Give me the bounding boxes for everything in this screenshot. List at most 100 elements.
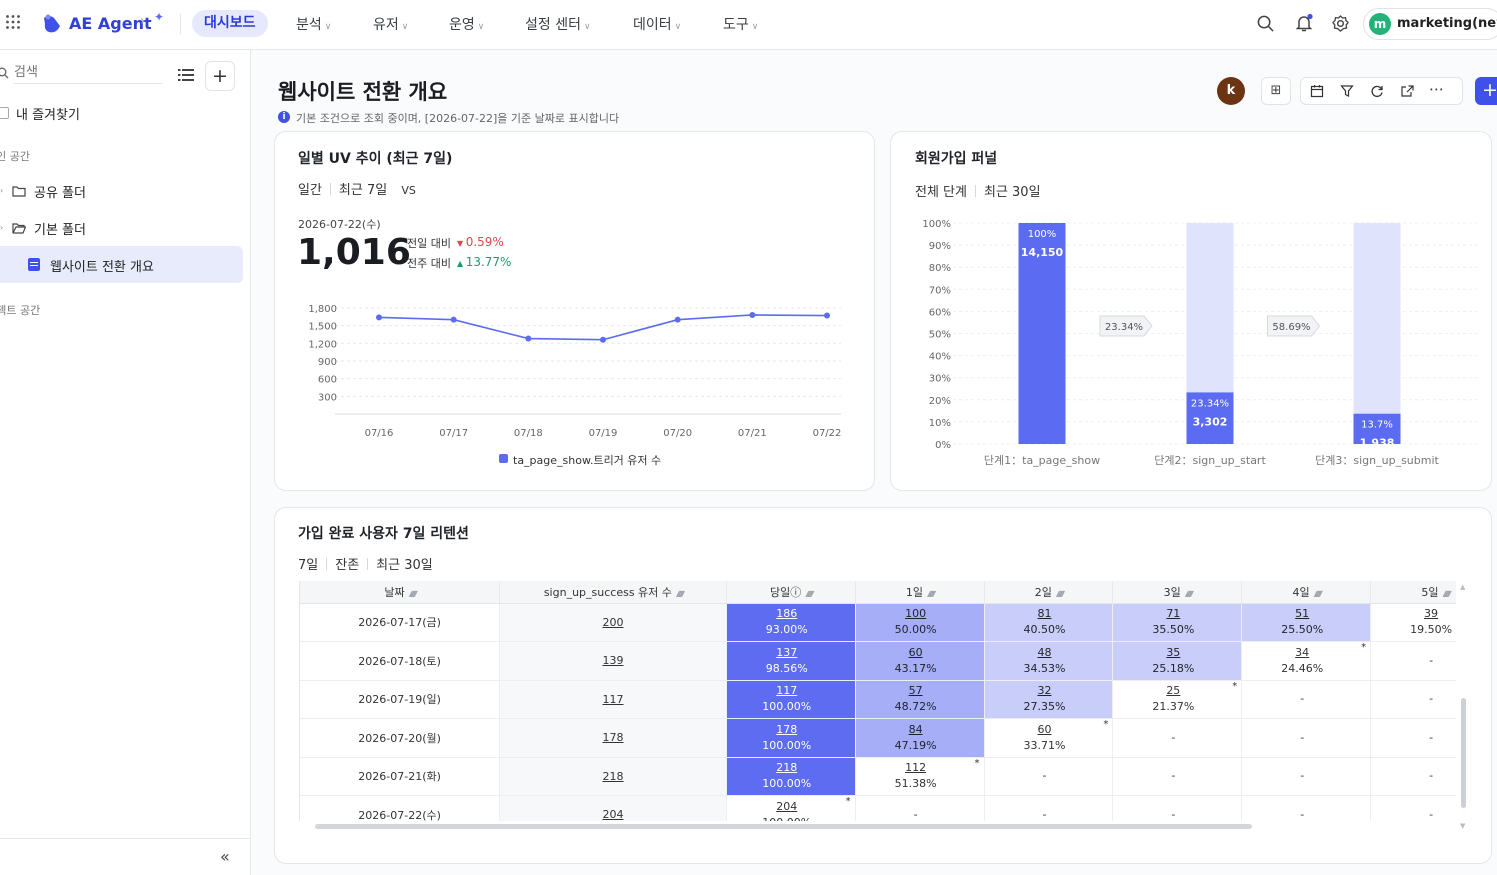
legend-label[interactable]: ta_page_show.트리거 유저 수 [513,454,662,467]
retention-table-viewport[interactable]: 날짜 ▲▼ sign_up_success 유저 수 ▲▼ 당일ⓘ ▲▼ 1일 ▲▼ 2일 ▲▼ 3… [299,581,1456,821]
brand-logo-icon[interactable] [40,12,64,36]
retention-cell[interactable]: 137 98.56% [726,641,856,681]
sort-icon[interactable]: ▲▼ [408,588,418,598]
nav-data[interactable]: 데이터 ∨ [633,13,681,37]
folder-shared[interactable]: 공유 폴더 [34,186,86,201]
scroll-down-icon[interactable]: ▼ [1460,822,1466,830]
retention-cell[interactable]: 57 48.72% [855,680,985,719]
scroll-up-icon[interactable]: ▲ [1460,583,1466,591]
filter-period[interactable]: 일간 [298,183,322,198]
sort-icon[interactable]: ▲▼ [927,588,936,598]
collapse-sidebar-icon[interactable]: « [220,847,230,866]
filter-compare[interactable]: VS [401,184,416,197]
retention-cell[interactable]: 117 100.00% [726,680,856,719]
account-menu[interactable]: m marketing(new) [1363,8,1497,40]
bell-icon[interactable] [1294,13,1314,37]
retention-cell[interactable]: 51 25.50% [1241,603,1372,642]
retained-count: 71 [1166,607,1181,621]
users-cell[interactable]: 200 [499,603,727,642]
nav-operations[interactable]: 운영 ∨ [449,13,484,37]
gear-icon[interactable] [1331,14,1350,37]
account-name: marketing(new) [1397,16,1497,31]
column-header[interactable]: 1일 ▲▼ [855,581,985,604]
nav-analysis[interactable]: 분석 ∨ [296,13,331,37]
horizontal-scrollbar[interactable] [315,824,1252,829]
sort-icon[interactable]: ▲▼ [1055,588,1065,598]
retention-cell[interactable]: 218 100.00% [726,757,856,796]
column-header-label: 당일ⓘ [769,585,802,599]
chevron-down-icon[interactable]: › [0,223,4,232]
retention-cell[interactable]: 100 50.00% [855,603,985,642]
add-button[interactable]: + [205,61,235,91]
share-icon[interactable] [1400,84,1414,102]
retention-cell[interactable]: 25 21.37% * [1112,680,1243,719]
conversion-rate-label: 58.69% [1272,322,1310,333]
list-view-icon[interactable] [178,68,194,86]
filter-range[interactable]: 최근 30일 [376,558,433,573]
chevron-down-icon: ∨ [751,22,759,32]
retention-rate: 19.50% [1410,623,1453,637]
vertical-scrollbar[interactable] [1461,698,1466,808]
more-icon[interactable]: ⋯ [1429,80,1444,98]
retention-cell[interactable]: 81 40.50% [984,603,1114,642]
retention-cell[interactable]: 60 43.17% [855,641,985,681]
column-header-label: 4일 [1292,585,1310,599]
calendar-icon[interactable] [1310,84,1324,102]
favorites-link[interactable]: 내 즐겨찾기 [16,108,80,123]
retention-cell[interactable]: 204 100.00% * [726,795,856,821]
filter-icon[interactable] [1340,84,1354,102]
filter-steps[interactable]: 전체 단계 [915,185,967,200]
sort-icon[interactable]: ▲▼ [1442,588,1451,598]
sort-icon[interactable]: ▲▼ [805,588,814,598]
retention-cell[interactable]: 34 24.46% * [1241,641,1372,681]
retained-count: 81 [1037,607,1052,621]
users-cell[interactable]: 117 [499,680,727,719]
folder-default[interactable]: 기본 폴더 [34,223,86,238]
retention-cell[interactable]: 84 47.19% [855,718,985,758]
filter-period[interactable]: 7일 [298,558,319,573]
nav-dashboard[interactable]: 대시보드 [192,10,268,37]
sort-icon[interactable]: ▲▼ [675,588,685,598]
chevron-right-icon[interactable]: › [0,186,4,195]
apps-grid-icon[interactable] [5,14,21,30]
owner-avatar[interactable]: k [1217,77,1245,105]
users-cell[interactable]: 204 [499,795,727,821]
brand-chevron-icon[interactable]: › [140,14,146,29]
users-cell[interactable]: 139 [499,641,727,681]
nav-tools[interactable]: 도구 ∨ [723,13,758,37]
search-input[interactable] [14,62,162,84]
sidebar-item-active[interactable]: 웹사이트 전환 개요 [0,246,243,283]
retention-cell[interactable]: 71 35.50% [1112,603,1243,642]
refresh-icon[interactable] [1370,84,1384,102]
filter-type[interactable]: 잔존 [335,558,360,573]
column-header[interactable]: 4일 ▲▼ [1241,581,1372,604]
column-header[interactable]: 2일 ▲▼ [984,581,1114,604]
sort-icon[interactable]: ▲▼ [1184,588,1194,598]
column-header[interactable]: 당일ⓘ ▲▼ [726,581,856,604]
retention-cell[interactable]: 112 51.38% * [855,757,985,796]
add-chart-button[interactable]: + [1475,77,1497,105]
column-header[interactable]: 3일 ▲▼ [1112,581,1243,604]
users-cell[interactable]: 218 [499,757,727,796]
brand-name[interactable]: AE Agent [69,14,152,33]
retention-cell[interactable]: 60 33.71% * [984,718,1114,758]
retention-rate: 100.00% [762,738,812,752]
column-header[interactable]: sign_up_success 유저 수 ▲▼ [499,581,727,604]
retention-cell[interactable]: 32 27.35% [984,680,1114,719]
retention-cell[interactable]: 35 25.18% [1112,641,1243,681]
column-header[interactable]: 날짜 ▲▼ [300,581,501,604]
users-cell[interactable]: 178 [499,718,727,758]
sparkle-icon[interactable]: ✦ [154,10,165,24]
nav-users[interactable]: 유저 ∨ [373,13,408,37]
column-header[interactable]: 5일 ▲▼ [1370,581,1456,604]
filter-range[interactable]: 최근 7일 [338,183,388,198]
sort-icon[interactable]: ▲▼ [1313,588,1323,598]
retention-cell[interactable]: 178 100.00% [726,718,856,758]
search-icon[interactable] [1256,14,1275,37]
retention-cell[interactable]: 186 93.00% [726,603,856,642]
retention-cell[interactable]: 48 34.53% [984,641,1114,681]
filter-range[interactable]: 최근 30일 [983,185,1041,200]
layout-icon[interactable]: ⊞ [1261,77,1291,105]
nav-settings-center[interactable]: 설정 센터 ∨ [525,13,591,37]
